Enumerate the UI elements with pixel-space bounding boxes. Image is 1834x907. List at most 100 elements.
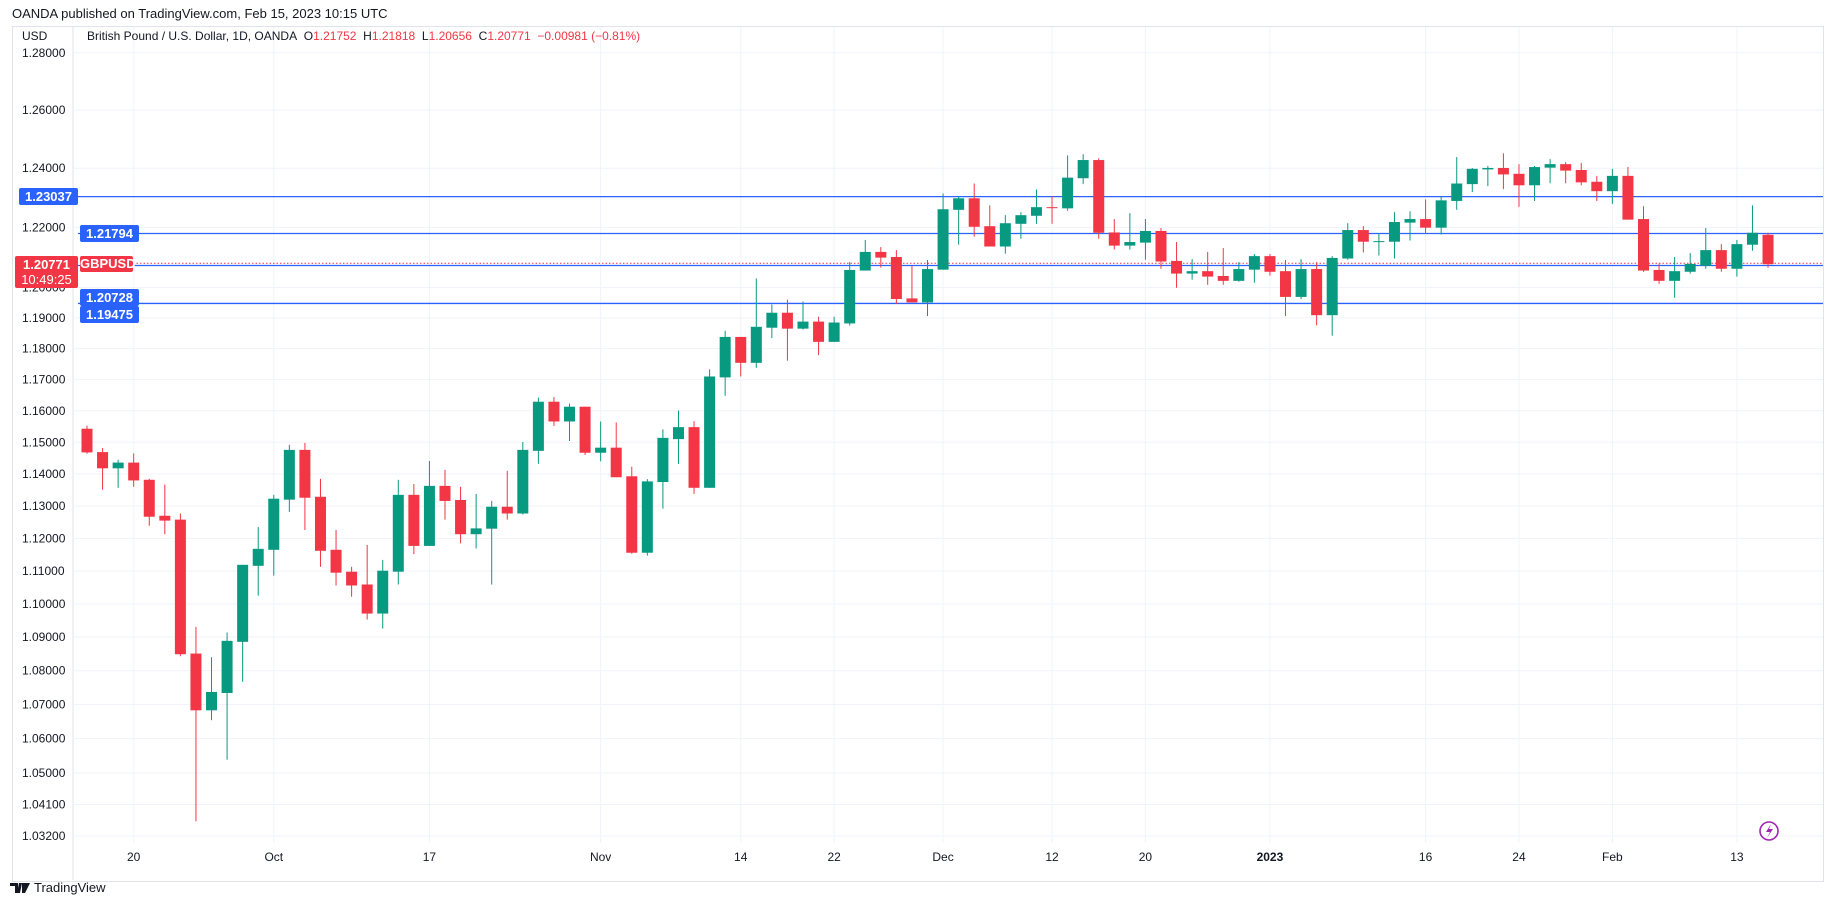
candle[interactable] bbox=[828, 316, 840, 342]
candle[interactable] bbox=[1186, 259, 1198, 280]
candle[interactable] bbox=[455, 486, 467, 544]
candle[interactable] bbox=[890, 250, 902, 304]
candle[interactable] bbox=[1311, 262, 1323, 326]
candle[interactable] bbox=[283, 444, 295, 512]
candle[interactable] bbox=[564, 403, 576, 442]
candle[interactable] bbox=[1684, 253, 1696, 274]
candle[interactable] bbox=[579, 406, 591, 455]
candle[interactable] bbox=[174, 513, 186, 657]
candle[interactable] bbox=[1591, 175, 1603, 201]
candle[interactable] bbox=[1746, 205, 1758, 251]
candle[interactable] bbox=[1606, 168, 1618, 204]
lightning-icon[interactable] bbox=[1759, 821, 1779, 841]
candle[interactable] bbox=[1030, 189, 1042, 224]
candle[interactable] bbox=[81, 425, 93, 454]
candle[interactable] bbox=[953, 195, 965, 245]
candle[interactable] bbox=[1248, 254, 1260, 283]
candle[interactable] bbox=[1715, 244, 1727, 272]
candle[interactable] bbox=[486, 500, 498, 585]
candle[interactable] bbox=[1638, 206, 1649, 272]
candle[interactable] bbox=[1388, 212, 1400, 259]
candle[interactable] bbox=[112, 459, 124, 488]
candle[interactable] bbox=[1575, 162, 1587, 186]
candle[interactable] bbox=[501, 470, 513, 520]
candle[interactable] bbox=[159, 484, 171, 535]
candle[interactable] bbox=[330, 529, 342, 586]
candle[interactable] bbox=[984, 205, 996, 247]
candle[interactable] bbox=[750, 278, 762, 368]
candle[interactable] bbox=[999, 215, 1011, 254]
candle[interactable] bbox=[672, 410, 684, 464]
candle[interactable] bbox=[314, 478, 326, 567]
candle[interactable] bbox=[299, 442, 311, 530]
candle[interactable] bbox=[1622, 167, 1634, 220]
candle[interactable] bbox=[1295, 259, 1307, 300]
candle[interactable] bbox=[143, 478, 155, 526]
candle[interactable] bbox=[1700, 227, 1712, 269]
candle[interactable] bbox=[377, 559, 389, 629]
candle[interactable] bbox=[859, 239, 871, 271]
candle[interactable] bbox=[906, 266, 918, 303]
candle[interactable] bbox=[610, 422, 622, 478]
candle[interactable] bbox=[1357, 226, 1369, 253]
candle[interactable] bbox=[719, 330, 731, 396]
candle[interactable] bbox=[1529, 165, 1541, 201]
candle[interactable] bbox=[1451, 157, 1463, 210]
chart-frame[interactable] bbox=[12, 26, 1824, 882]
candle[interactable] bbox=[1062, 155, 1074, 211]
candle[interactable] bbox=[361, 544, 373, 620]
candle[interactable] bbox=[439, 469, 451, 520]
candle[interactable] bbox=[657, 429, 669, 509]
candle[interactable] bbox=[766, 304, 778, 339]
candle[interactable] bbox=[1155, 227, 1167, 269]
candle[interactable] bbox=[1373, 233, 1385, 256]
candle[interactable] bbox=[532, 397, 544, 464]
candle[interactable] bbox=[1762, 232, 1774, 268]
candle[interactable] bbox=[1233, 262, 1245, 282]
candle[interactable] bbox=[1560, 162, 1572, 184]
candle[interactable] bbox=[813, 316, 825, 356]
candle[interactable] bbox=[704, 369, 716, 488]
candle[interactable] bbox=[268, 494, 280, 576]
candle[interactable] bbox=[190, 626, 202, 822]
candle[interactable] bbox=[408, 483, 420, 555]
candle[interactable] bbox=[206, 657, 218, 721]
candle[interactable] bbox=[517, 441, 529, 515]
candle[interactable] bbox=[1731, 239, 1743, 277]
candle[interactable] bbox=[346, 566, 358, 597]
candle[interactable] bbox=[548, 397, 560, 426]
candle[interactable] bbox=[1653, 263, 1665, 284]
candle[interactable] bbox=[470, 493, 482, 549]
candle[interactable] bbox=[922, 260, 934, 317]
candle[interactable] bbox=[1404, 211, 1416, 241]
candle[interactable] bbox=[1420, 199, 1432, 234]
candle[interactable] bbox=[1544, 159, 1556, 184]
candle[interactable] bbox=[1669, 257, 1681, 298]
candle[interactable] bbox=[688, 421, 700, 494]
candle[interactable] bbox=[968, 183, 980, 237]
candle[interactable] bbox=[97, 447, 109, 490]
candle[interactable] bbox=[1497, 153, 1509, 190]
candle[interactable] bbox=[1326, 256, 1338, 336]
candle[interactable] bbox=[626, 466, 638, 554]
candle[interactable] bbox=[937, 193, 949, 270]
candle[interactable] bbox=[128, 453, 140, 487]
candle[interactable] bbox=[641, 479, 653, 556]
candle[interactable] bbox=[1280, 260, 1292, 317]
candle[interactable] bbox=[797, 301, 809, 330]
candle[interactable] bbox=[1466, 167, 1478, 193]
candle[interactable] bbox=[1342, 223, 1354, 260]
candle[interactable] bbox=[392, 479, 404, 585]
candle[interactable] bbox=[237, 564, 249, 682]
candle[interactable] bbox=[1513, 164, 1525, 207]
candle[interactable] bbox=[423, 460, 435, 546]
candle[interactable] bbox=[252, 527, 264, 596]
candle[interactable] bbox=[1046, 195, 1058, 224]
candle[interactable] bbox=[875, 247, 887, 268]
candle[interactable] bbox=[1202, 251, 1214, 285]
candle[interactable] bbox=[1093, 158, 1105, 239]
candle[interactable] bbox=[1171, 242, 1183, 288]
candle[interactable] bbox=[735, 336, 747, 377]
candle[interactable] bbox=[221, 632, 233, 760]
